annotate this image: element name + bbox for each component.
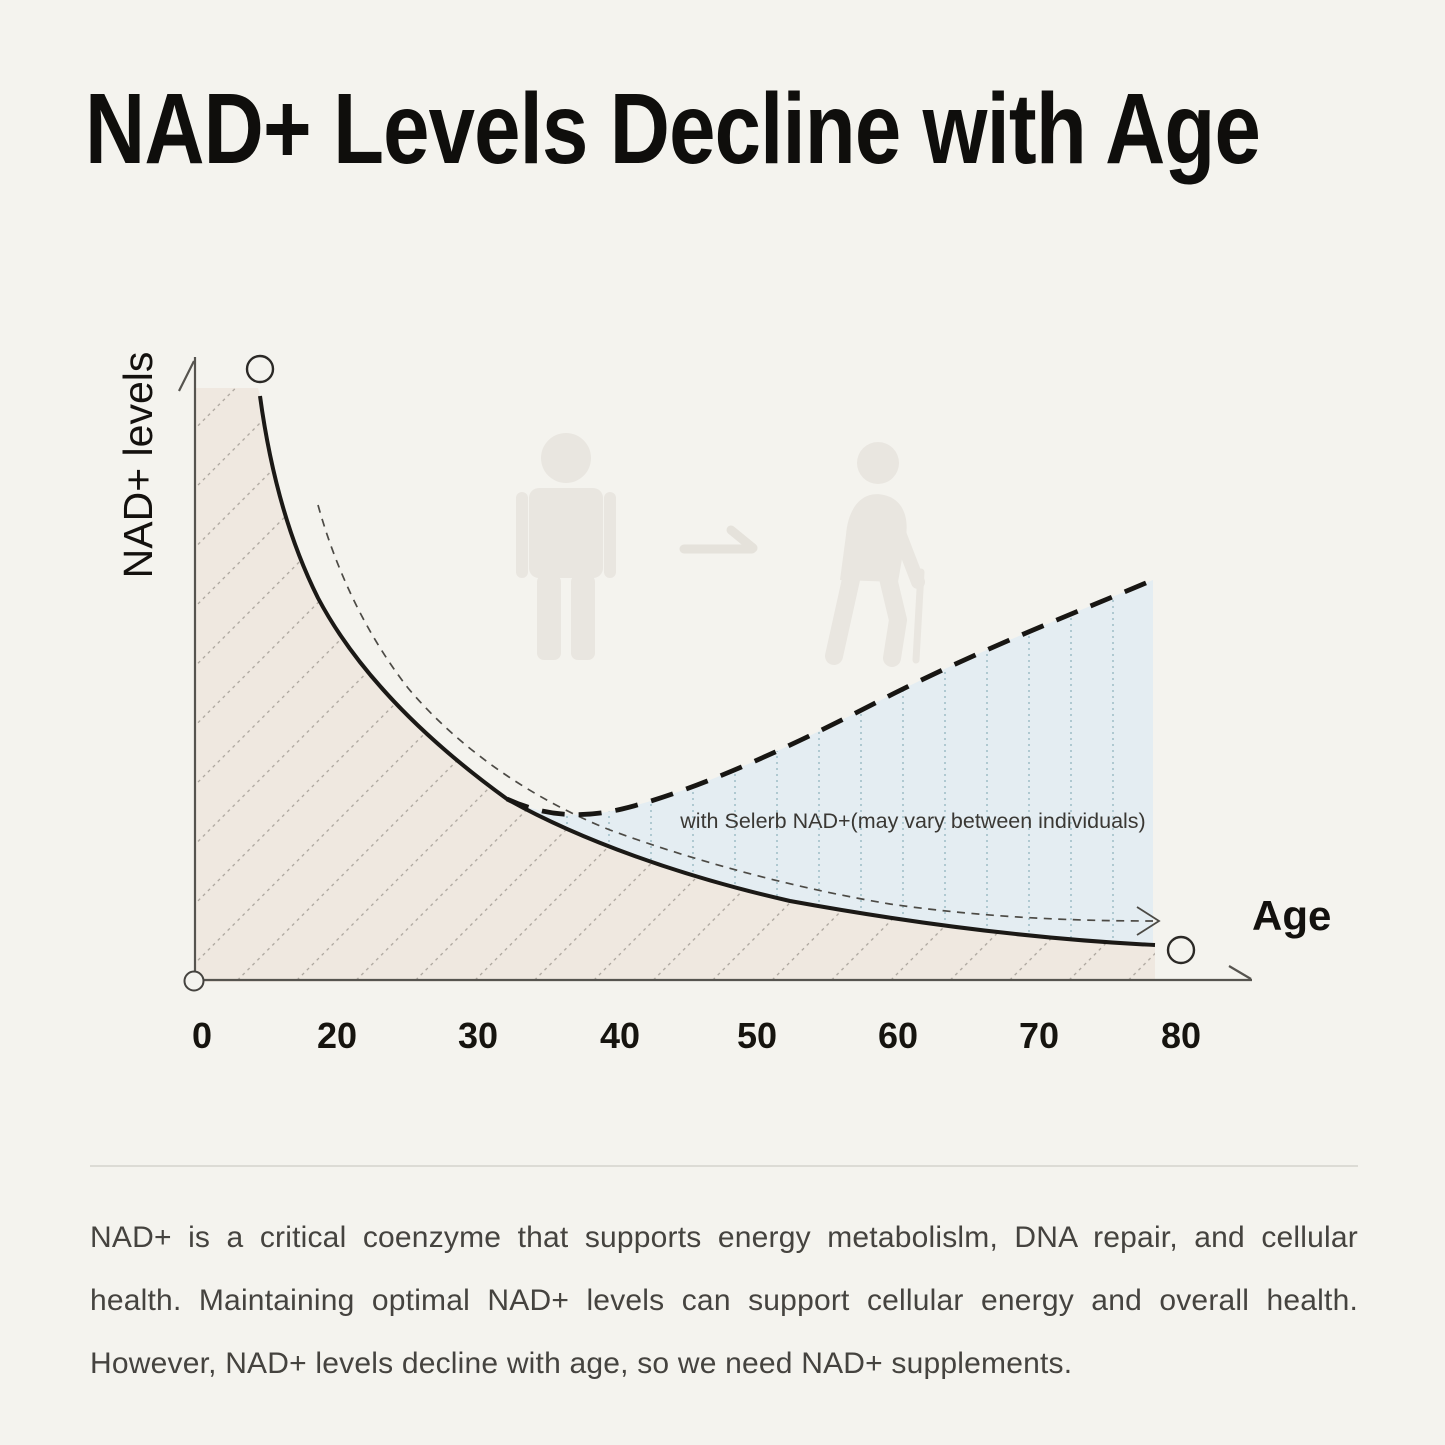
- x-tick-label-3: 40: [600, 1015, 640, 1056]
- x-tick-labels: 0 20 30 40 50 60 70 80: [192, 1015, 1201, 1056]
- nad-decline-curve: [258, 395, 1156, 947]
- with-supplement-curve: [506, 577, 1154, 818]
- x-tick-label-4: 50: [737, 1015, 777, 1056]
- divider: [90, 1165, 1358, 1167]
- x-axis: [194, 965, 1252, 982]
- x-tick-label-0: 0: [192, 1015, 212, 1056]
- x-tick-label-7: 80: [1161, 1015, 1201, 1056]
- x-tick-label-1: 20: [317, 1015, 357, 1056]
- young-person-icon: [516, 433, 616, 660]
- natural-decline-projection-curve: [317, 504, 1161, 936]
- x-tick-label-2: 30: [458, 1015, 498, 1056]
- x-axis-arrow: [1228, 965, 1252, 980]
- page-title: NAD+ Levels Decline with Age: [85, 73, 1260, 185]
- y-axis: [178, 357, 197, 981]
- curve-end-marker: [1166, 935, 1196, 965]
- aging-arrow-icon: [679, 525, 758, 554]
- projection-arrowhead: [1136, 906, 1161, 936]
- x-tick-label-5: 60: [878, 1015, 918, 1056]
- origin-marker: [183, 970, 205, 992]
- old-person-icon: [825, 442, 925, 667]
- natural-decline-area: [195, 388, 1155, 982]
- supplement-benefit-area: [507, 580, 1153, 944]
- x-tick-label-6: 70: [1019, 1015, 1059, 1056]
- x-axis-label: Age: [1252, 892, 1331, 939]
- y-axis-label: NAD+ levels: [115, 352, 161, 579]
- curve-start-marker: [245, 354, 275, 384]
- annotation-label: with Selerb NAD+(may vary between indivi…: [679, 809, 1145, 833]
- y-axis-arrow: [178, 360, 195, 392]
- description-paragraph: NAD+ is a critical coenzyme that support…: [90, 1221, 1358, 1380]
